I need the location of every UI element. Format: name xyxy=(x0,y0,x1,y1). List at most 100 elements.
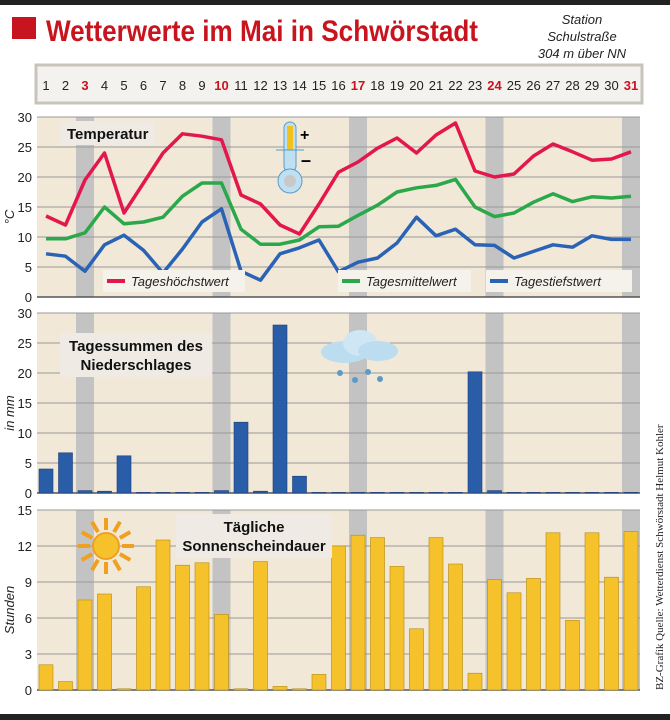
precipitation-bar xyxy=(487,490,502,494)
precipitation-bar xyxy=(565,492,580,494)
day-label: 3 xyxy=(81,78,88,93)
sunshine-bar xyxy=(526,578,541,691)
station-line-2: Schulstraße xyxy=(547,29,616,44)
sunshine-title-bg xyxy=(176,514,332,558)
day-label: 21 xyxy=(429,78,443,93)
title-square xyxy=(12,17,36,39)
page-title: Wetterwerte im Mai in Schwörstadt xyxy=(46,15,478,48)
sunshine-bar xyxy=(253,561,268,691)
precipitation-bar xyxy=(38,468,54,494)
day-label: 24 xyxy=(487,78,502,93)
sunshine-bar xyxy=(370,537,385,691)
sunshine-bar xyxy=(233,688,249,691)
precipitation-bar xyxy=(623,492,639,494)
y-tick-label: 5 xyxy=(25,456,32,471)
svg-text:Tageshöchstwert: Tageshöchstwert xyxy=(131,274,230,289)
precipitation-title-bg xyxy=(60,333,212,377)
sunshine-bar xyxy=(58,681,73,691)
day-labels: 1 2 3 4 5 6 7 8 9 10 11 12 13 14 15 16 17 18 19 20 21 22 23 24 2… xyxy=(42,78,638,93)
sunshine-bar xyxy=(77,599,93,691)
station-line-3: 304 m über NN xyxy=(538,46,627,61)
thermometer-icon: + – xyxy=(276,121,311,194)
precipitation-bar xyxy=(506,492,522,494)
sunshine-bar xyxy=(272,686,288,691)
sunshine-bar xyxy=(214,614,229,691)
y-tick-label: 5 xyxy=(25,260,32,275)
y-tick-label: 9 xyxy=(25,575,32,590)
svg-text:Tagesmittelwert: Tagesmittelwert xyxy=(366,274,458,289)
y-tick-label: 0 xyxy=(25,486,32,501)
y-tick-label: 6 xyxy=(25,611,32,626)
day-label: 17 xyxy=(351,78,365,93)
credit-text: BZ-Grafik Quelle: Wetterdienst Schwörsta… xyxy=(654,424,666,690)
precipitation-bar xyxy=(370,492,385,494)
y-axis-label: °C xyxy=(2,209,17,224)
sunshine-bar xyxy=(584,532,600,691)
day-label: 6 xyxy=(140,78,147,93)
precipitation-bar xyxy=(311,492,327,494)
sunshine-bar xyxy=(155,539,171,691)
sunshine-bar xyxy=(350,534,366,691)
day-label: 19 xyxy=(390,78,404,93)
y-tick-label: 25 xyxy=(18,140,32,155)
sunshine-bar xyxy=(604,576,619,691)
day-label: 25 xyxy=(507,78,521,93)
precipitation-bar xyxy=(175,492,190,494)
y-axis-label: Stunden xyxy=(2,586,17,634)
bottom-bar xyxy=(0,714,670,720)
day-label: 5 xyxy=(120,78,127,93)
sunshine-panel: 0 3 6 9 12 15 Stunden xyxy=(2,503,640,698)
precipitation-bar xyxy=(214,490,229,494)
temperature-title: Temperatur xyxy=(67,126,149,143)
svg-text:Tagestiefstwert: Tagestiefstwert xyxy=(514,274,602,289)
station-line-1: Station xyxy=(562,12,602,27)
y-tick-label: 15 xyxy=(18,200,32,215)
y-tick-label: 25 xyxy=(18,336,32,351)
precipitation-bar xyxy=(350,492,366,494)
sunshine-bar xyxy=(116,688,132,691)
svg-text:+: + xyxy=(300,127,309,144)
day-label: 1 xyxy=(42,78,49,93)
y-tick-label: 15 xyxy=(18,396,32,411)
day-label: 12 xyxy=(253,78,267,93)
rain-cloud-icon xyxy=(321,330,398,383)
precipitation-bar xyxy=(77,490,93,494)
day-label: 16 xyxy=(331,78,345,93)
precipitation-bar xyxy=(604,492,619,494)
sunshine-bar xyxy=(506,592,522,691)
y-tick-label: 30 xyxy=(18,306,32,321)
y-tick-label: 12 xyxy=(18,539,32,554)
precipitation-bar xyxy=(428,492,444,494)
precipitation-bar xyxy=(97,490,112,494)
y-tick-label: 20 xyxy=(18,170,32,185)
day-label: 8 xyxy=(179,78,186,93)
precipitation-title-2: Niederschlages xyxy=(81,357,192,374)
sunshine-bar xyxy=(487,579,502,691)
day-label: 30 xyxy=(604,78,618,93)
precipitation-bar xyxy=(253,490,268,494)
precipitation-bar xyxy=(467,371,483,494)
sun-icon xyxy=(78,518,134,574)
day-label: 31 xyxy=(624,78,638,93)
day-label: 29 xyxy=(585,78,599,93)
sunshine-title-1: Tägliche xyxy=(224,519,285,536)
day-strip xyxy=(34,63,644,105)
y-tick-label: 30 xyxy=(18,110,32,125)
day-label: 20 xyxy=(409,78,423,93)
sunshine-bar xyxy=(175,564,190,691)
precipitation-bar xyxy=(409,492,424,494)
sunshine-title-2: Sonnenscheindauer xyxy=(182,538,326,555)
precipitation-bar xyxy=(448,492,463,494)
precipitation-bar xyxy=(58,452,73,494)
precipitation-bar xyxy=(116,455,132,494)
day-label: 23 xyxy=(468,78,482,93)
precipitation-bar xyxy=(292,475,307,494)
y-tick-label: 3 xyxy=(25,647,32,662)
mean-temp-line xyxy=(46,177,632,246)
sunshine-bar xyxy=(467,672,483,691)
precipitation-bar xyxy=(389,492,405,494)
day-label: 15 xyxy=(312,78,326,93)
sunshine-bar xyxy=(409,628,424,691)
precipitation-bar xyxy=(194,492,210,494)
